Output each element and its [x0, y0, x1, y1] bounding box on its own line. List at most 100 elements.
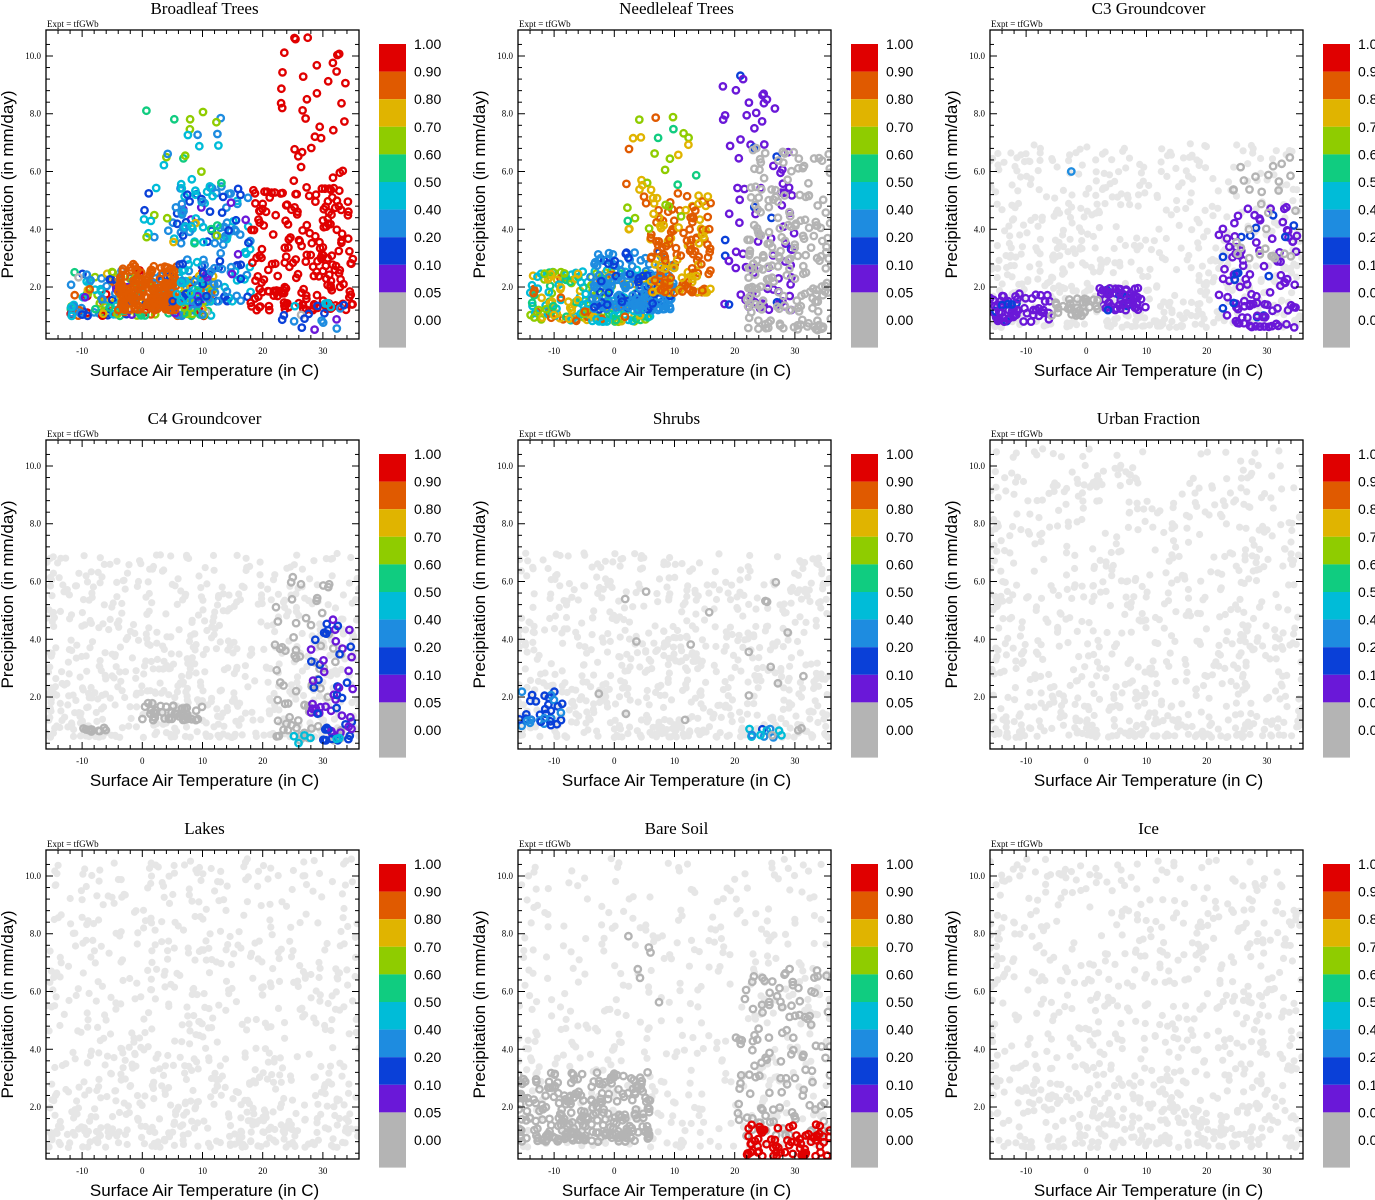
data-point	[112, 663, 120, 671]
data-point	[674, 223, 683, 232]
data-point	[785, 211, 795, 221]
data-point	[148, 599, 156, 607]
data-point	[258, 204, 267, 214]
colorbar-swatch	[379, 264, 406, 293]
data-point	[744, 263, 754, 273]
panel-title: Urban Fraction	[1097, 409, 1201, 428]
data-point	[159, 160, 169, 170]
data-point	[296, 579, 306, 589]
data-point	[721, 678, 729, 686]
data-point	[212, 129, 222, 139]
data-point	[332, 67, 341, 76]
scatter-points	[66, 33, 358, 334]
data-point	[612, 275, 622, 285]
data-point	[992, 188, 1000, 196]
colorbar-label: 0.40	[414, 202, 441, 218]
data-point	[1085, 184, 1093, 193]
data-point	[525, 696, 535, 706]
data-point	[683, 592, 691, 601]
data-point	[310, 231, 320, 241]
data-point	[665, 234, 674, 244]
data-point	[260, 645, 268, 654]
data-point	[323, 298, 333, 308]
data-point	[764, 604, 772, 612]
data-point	[752, 605, 760, 613]
data-point	[537, 670, 545, 678]
data-point	[141, 278, 151, 288]
data-point	[1120, 144, 1128, 152]
colorbar-label: 0.60	[414, 146, 441, 162]
data-point	[740, 184, 749, 194]
panel-title: Needleleaf Trees	[619, 0, 734, 18]
data-point	[284, 234, 294, 244]
data-point	[518, 687, 527, 697]
data-point	[158, 567, 167, 575]
data-point	[767, 730, 777, 740]
expt-label: Expt = tfGWb	[47, 429, 99, 439]
data-point	[1223, 292, 1233, 302]
data-point	[534, 305, 543, 315]
data-point	[307, 238, 317, 248]
data-point	[263, 664, 271, 672]
data-point	[993, 200, 1001, 208]
data-point	[332, 314, 341, 324]
data-point	[343, 197, 353, 207]
data-point	[777, 232, 787, 242]
data-point	[666, 590, 674, 598]
data-point	[1113, 193, 1122, 201]
data-point	[328, 554, 337, 563]
data-point	[332, 324, 342, 333]
data-point	[665, 302, 675, 311]
data-point	[315, 692, 324, 700]
data-point	[273, 271, 283, 281]
data-point	[298, 667, 306, 675]
data-point	[1091, 244, 1099, 252]
x-tick-label: 30	[318, 756, 328, 766]
data-point	[1278, 217, 1288, 227]
data-point	[522, 549, 530, 557]
data-point	[222, 287, 232, 296]
data-point	[995, 166, 1003, 174]
data-point	[823, 691, 831, 699]
data-point	[1233, 141, 1241, 149]
data-point	[1239, 466, 1247, 474]
data-point	[724, 209, 734, 219]
data-point	[339, 279, 348, 289]
data-point	[724, 256, 734, 266]
colorbar-label: 0.40	[1358, 202, 1375, 218]
colorbar-label: 0.00	[886, 722, 913, 738]
data-point	[684, 133, 693, 143]
data-point	[289, 176, 299, 186]
data-point	[1274, 715, 1282, 723]
data-point	[253, 292, 263, 301]
data-point	[292, 209, 302, 219]
data-point	[190, 276, 199, 286]
data-point	[1218, 303, 1228, 313]
data-point	[764, 305, 774, 315]
data-point	[1068, 203, 1076, 211]
data-point	[100, 601, 108, 609]
data-point	[1049, 274, 1057, 282]
data-point	[734, 605, 742, 613]
data-point	[645, 629, 653, 637]
data-point	[213, 705, 221, 713]
colorbar-swatch	[851, 209, 878, 238]
data-point	[775, 223, 785, 233]
data-point	[568, 685, 576, 693]
data-point	[1035, 260, 1043, 268]
data-point	[1252, 311, 1262, 321]
data-point	[1260, 299, 1270, 309]
data-point	[281, 200, 291, 210]
data-point	[198, 310, 207, 319]
data-point	[168, 218, 178, 228]
data-point	[686, 235, 696, 245]
data-point	[225, 591, 233, 599]
data-point	[754, 324, 763, 334]
data-point	[250, 198, 260, 208]
data-point	[790, 274, 800, 284]
data-point	[187, 174, 197, 184]
colorbar-label: 0.50	[414, 584, 441, 600]
data-point	[763, 323, 773, 333]
data-point	[582, 697, 590, 705]
